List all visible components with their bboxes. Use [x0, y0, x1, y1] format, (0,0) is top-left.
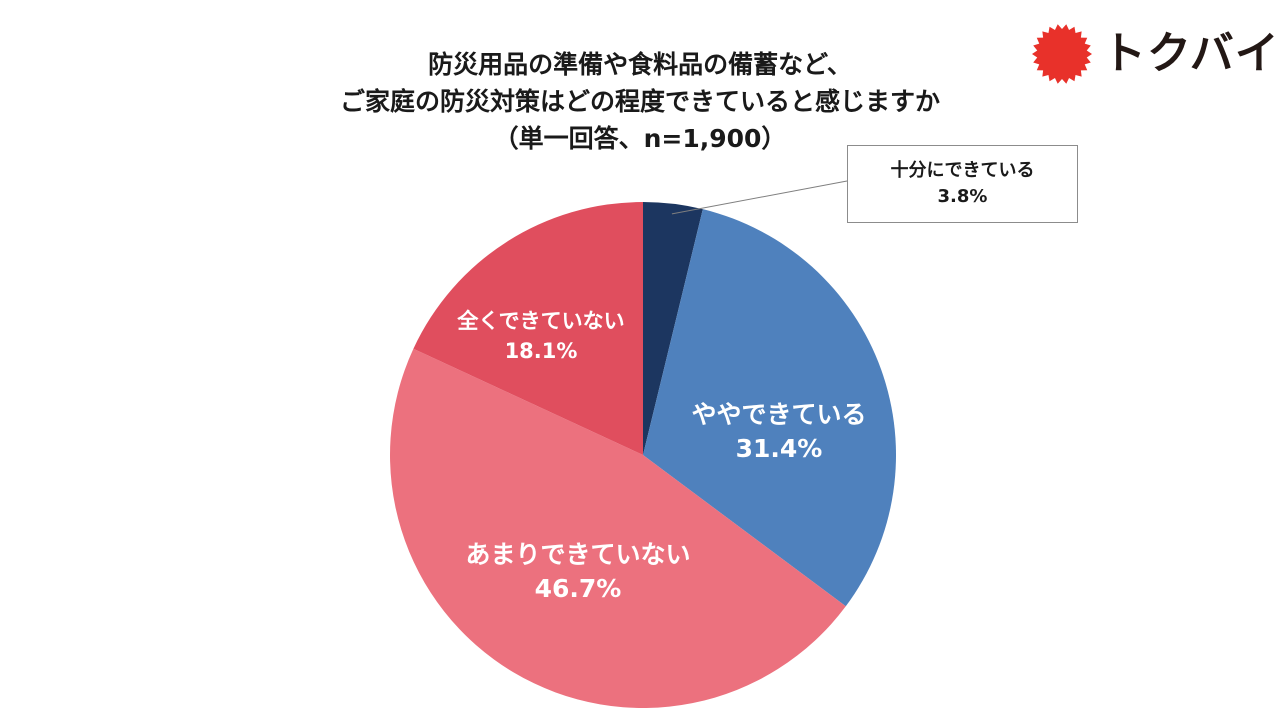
chart-title-line-3: （単一回答、n=1,900） [493, 124, 787, 153]
chart-title-line-1: 防災用品の準備や食料品の備蓄など、 [428, 50, 852, 79]
pie-slice-4 [413, 202, 643, 455]
slice-category-label-4: 全くできていない [456, 309, 624, 333]
red-sunburst-icon [1032, 24, 1092, 84]
brand-logo: トクバイ [1030, 22, 1279, 86]
slice-category-label-2: ややできている [691, 400, 866, 429]
chart-title: 防災用品の準備や食料品の備蓄など、 ご家庭の防災対策はどの程度できていると感じま… [200, 46, 1080, 157]
callout-leader-line [671, 180, 848, 215]
slice-value-label-3: 46.7% [535, 574, 622, 603]
callout-category-label: 十分にできている [890, 160, 1035, 181]
pie-slice-2 [643, 209, 897, 607]
slice-value-label-2: 31.4% [736, 434, 823, 463]
pie-slice-1 [643, 202, 703, 455]
chart-title-line-2: ご家庭の防災対策はどの程度できていると感じますか [339, 87, 940, 116]
slice-value-label-4: 18.1% [505, 339, 578, 363]
pie-slice-3 [390, 348, 846, 708]
slice-category-label-3: あまりできていない [465, 540, 690, 569]
callout-box: 十分にできている 3.8% [847, 145, 1078, 223]
brand-logo-text: トクバイ [1102, 28, 1280, 79]
callout-value-label: 3.8% [937, 186, 988, 207]
